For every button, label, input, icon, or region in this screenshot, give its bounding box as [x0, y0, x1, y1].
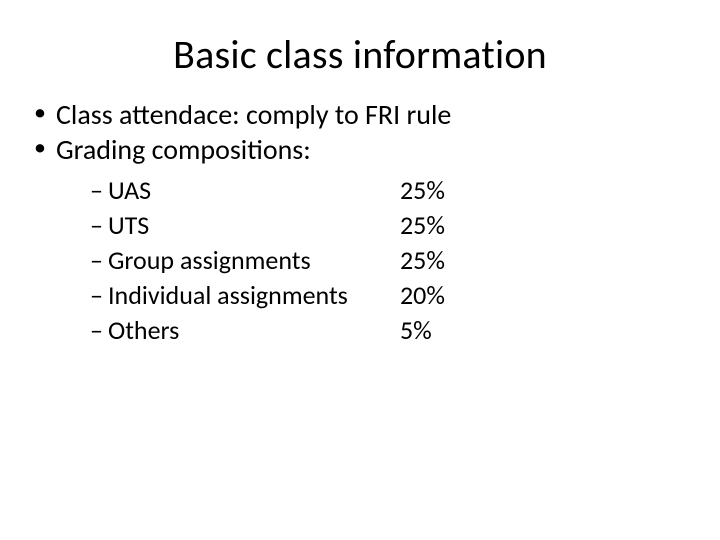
top-bullet-list: Class attendace: comply to FRI rule Grad… [30, 97, 690, 348]
grading-item-text: Others [108, 313, 179, 348]
dash-icon: – [90, 173, 108, 208]
grading-item-value: 25% [400, 208, 480, 243]
list-item: Class attendace: comply to FRI rule [30, 97, 690, 132]
grading-item-label: – Individual assignments [90, 278, 400, 313]
slide: Basic class information Class attendace:… [0, 0, 720, 540]
grading-item-label: – Group assignments [90, 243, 400, 278]
grading-item-value: 25% [400, 173, 480, 208]
table-row: – Group assignments 25% [90, 243, 690, 278]
grading-item-value: 5% [400, 313, 480, 348]
grading-item-value: 20% [400, 278, 480, 313]
grading-item-value: 25% [400, 243, 480, 278]
table-row: – UTS 25% [90, 208, 690, 243]
dash-icon: – [90, 278, 108, 313]
dash-icon: – [90, 313, 108, 348]
bullet-text: Class attendace: comply to FRI rule [56, 97, 451, 132]
grading-item-text: Individual assignments [108, 278, 348, 313]
dash-icon: – [90, 208, 108, 243]
grading-item-label: – UAS [90, 173, 400, 208]
grading-sublist: – UAS 25% – UTS 25% – Group assignments [90, 173, 690, 348]
list-item: Grading compositions: – UAS 25% – UTS 25… [30, 132, 690, 348]
grading-item-text: UTS [108, 208, 149, 243]
table-row: – Others 5% [90, 313, 690, 348]
bullet-text: Grading compositions: [56, 132, 311, 167]
table-row: – Individual assignments 20% [90, 278, 690, 313]
dash-icon: – [90, 243, 108, 278]
grading-item-text: Group assignments [108, 243, 311, 278]
page-title: Basic class information [30, 30, 690, 79]
grading-item-label: – Others [90, 313, 400, 348]
table-row: – UAS 25% [90, 173, 690, 208]
grading-item-text: UAS [108, 173, 151, 208]
grading-item-label: – UTS [90, 208, 400, 243]
